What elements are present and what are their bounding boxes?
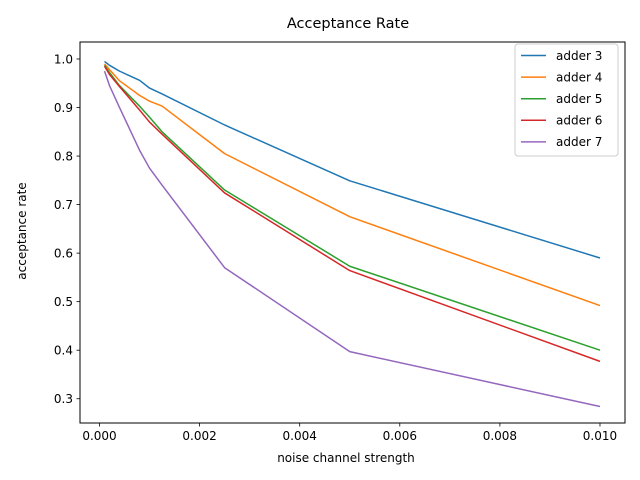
y-tick-label: 0.4 xyxy=(54,343,73,357)
legend-label-1: adder 3 xyxy=(556,49,602,63)
y-tick-label: 0.3 xyxy=(54,392,73,406)
y-tick-label: 0.7 xyxy=(54,198,73,212)
x-tick-label: 0.008 xyxy=(483,429,517,443)
legend-label-4: adder 6 xyxy=(556,114,602,128)
chart-title: Acceptance Rate xyxy=(287,16,409,32)
x-tick-label: 0.006 xyxy=(383,429,417,443)
y-tick-label: 0.8 xyxy=(54,149,73,163)
plot-frame xyxy=(79,41,626,424)
y-tick-label: 0.6 xyxy=(54,246,73,260)
legend-box xyxy=(514,43,619,157)
y-tick-label: 0.9 xyxy=(54,101,73,115)
x-tick-label: 0.000 xyxy=(82,429,116,443)
x-axis-ticks: 0.000 0.002 0.004 0.006 0.008 0.010 xyxy=(82,423,617,443)
legend-label-5: adder 7 xyxy=(556,135,602,149)
y-tick-label: 0.5 xyxy=(54,295,73,309)
series-line-1 xyxy=(104,60,601,259)
y-axis-label: acceptance rate xyxy=(15,182,29,279)
plot-lines xyxy=(103,60,601,408)
series-line-5 xyxy=(103,70,601,408)
x-tick-label: 0.002 xyxy=(182,429,216,443)
x-axis-label: noise channel strength xyxy=(277,451,415,465)
legend-label-3: adder 5 xyxy=(556,92,602,106)
x-tick-label: 0.004 xyxy=(283,429,317,443)
legend-label-2: adder 4 xyxy=(556,70,602,84)
x-tick-label: 0.010 xyxy=(583,429,617,443)
y-axis-ticks: 0.3 0.4 0.5 0.6 0.7 0.8 0.9 1.0 xyxy=(54,52,80,406)
series-line-3 xyxy=(103,64,601,351)
y-tick-label: 1.0 xyxy=(54,52,73,66)
legend: adder 3 adder 4 adder 5 adder 6 adder 7 xyxy=(514,43,619,157)
series-line-2 xyxy=(103,63,601,307)
series-line-4 xyxy=(103,65,601,363)
